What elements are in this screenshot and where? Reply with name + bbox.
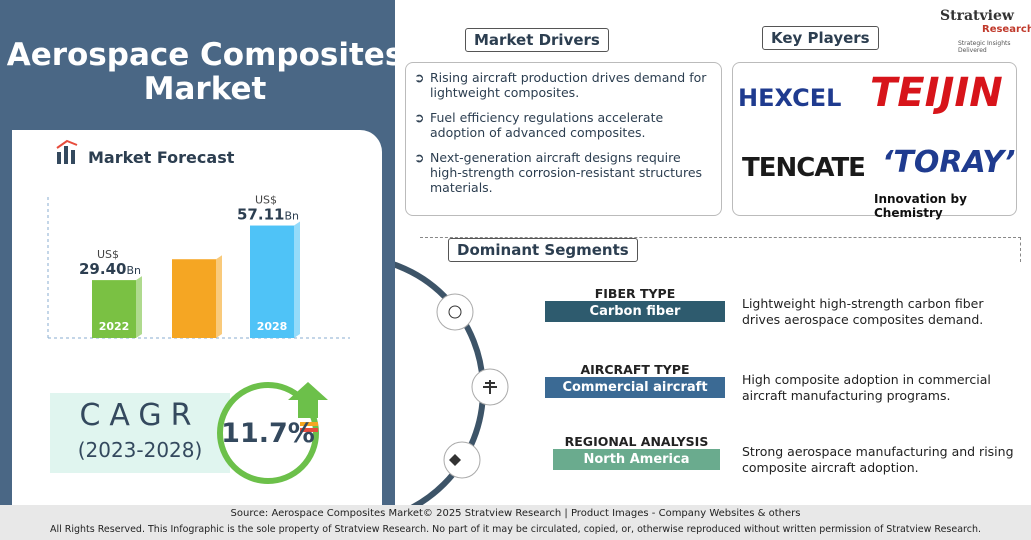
forecast-title: Market Forecast bbox=[88, 148, 235, 167]
drivers-title: Market Drivers bbox=[465, 28, 609, 52]
segments-rule bbox=[420, 237, 1021, 262]
segment-description: Lightweight high-strength carbon fiber d… bbox=[742, 296, 984, 327]
arc bbox=[395, 261, 509, 505]
cagr-ring bbox=[217, 382, 328, 484]
category-label: 2022 bbox=[99, 320, 130, 333]
driver: Rising aircraft production drives demand… bbox=[412, 70, 712, 100]
value-label: 57.11Bn bbox=[237, 206, 299, 224]
segment-category: AIRCRAFT TYPE bbox=[580, 362, 690, 377]
rights: All Rights Reserved. This Infographic is… bbox=[49, 524, 982, 535]
bar bbox=[172, 259, 216, 338]
value-prefix: US$ bbox=[97, 248, 119, 261]
value-prefix: US$ bbox=[255, 194, 277, 207]
bar bbox=[250, 225, 294, 338]
segment-category: REGIONAL ANALYSIS bbox=[564, 434, 709, 449]
category-label: 2028 bbox=[257, 320, 288, 333]
tagline: Strategic Insights Delivered bbox=[958, 40, 1011, 54]
segment-category: FIBER TYPE bbox=[594, 286, 676, 301]
cagr-label: CAGR bbox=[79, 398, 201, 433]
cagr-value: 11.7% bbox=[221, 418, 315, 449]
segment-value: Commercial aircraft bbox=[545, 377, 725, 398]
brand-sub: Research bbox=[982, 24, 1031, 35]
players-title: Key Players bbox=[762, 26, 879, 50]
segment-value: North America bbox=[553, 449, 720, 470]
bar-side bbox=[216, 255, 222, 338]
bar bbox=[92, 280, 136, 338]
segment-description: Strong aerospace manufacturing and risin… bbox=[742, 444, 1014, 475]
logo: ‘TORAY’ bbox=[882, 145, 1016, 180]
driver: Next-generation aircraft designs require… bbox=[412, 150, 712, 195]
cagr-period: (2023-2028) bbox=[77, 438, 203, 462]
value-unit: Bn bbox=[284, 210, 299, 223]
value-label: 29.40Bn bbox=[79, 260, 141, 278]
bar-side bbox=[294, 221, 300, 338]
source: Source: Aerospace Composites Market© 202… bbox=[230, 508, 801, 519]
logo: HEXCEL bbox=[738, 84, 842, 112]
segments-title: Dominant Segments bbox=[448, 238, 638, 262]
players-box bbox=[732, 62, 1017, 216]
logo-tagline: Innovation by Chemistry bbox=[874, 192, 967, 220]
segment-description: High composite adoption in commercial ai… bbox=[742, 372, 991, 403]
footer bbox=[0, 505, 1031, 540]
bar-side bbox=[136, 276, 142, 338]
value-number: 29.40 bbox=[79, 260, 126, 278]
driver: Fuel efficiency regulations accelerate a… bbox=[412, 110, 712, 140]
value-unit: Bn bbox=[126, 264, 141, 277]
drivers-list: Rising aircraft production drives demand… bbox=[412, 70, 712, 205]
icon bbox=[56, 139, 78, 164]
cagr-box bbox=[50, 393, 230, 473]
logo: TEIJIN bbox=[870, 70, 1003, 116]
value-number: 57.11 bbox=[237, 206, 284, 224]
brand: Stratview bbox=[940, 8, 1014, 24]
title: Aerospace Composites Market bbox=[6, 37, 404, 107]
segment-value: Carbon fiber bbox=[545, 301, 725, 322]
logo: TENCATE bbox=[742, 153, 866, 183]
